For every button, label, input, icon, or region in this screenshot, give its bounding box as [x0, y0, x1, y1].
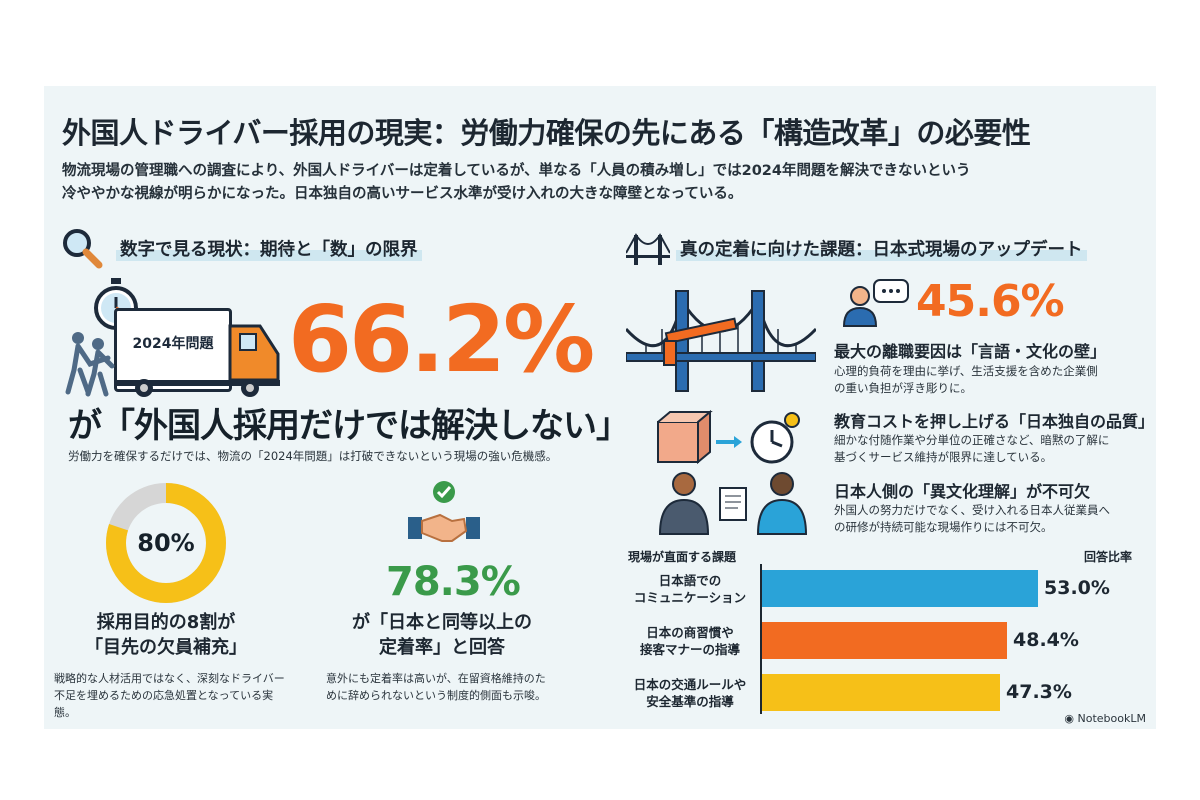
- language-wall-stat: 45.6%: [916, 276, 1065, 327]
- bridge-icon: [626, 233, 670, 265]
- main-note: 労働力を確保するだけでは、物流の「2024年問題」は打破できないという現場の強い…: [68, 449, 558, 463]
- donut-title-line-2: 「目先の欠員補充」: [85, 637, 247, 658]
- chart-axis: [760, 564, 762, 714]
- handshake-icon: [408, 481, 480, 542]
- donut-label: 80%: [137, 529, 195, 557]
- language-wall-note: 心理的負荷を理由に挙げ、生活支援を含めた企業側 の重い負担が浮き彫りに。: [834, 363, 1144, 397]
- chart-value-header: 回答比率: [1084, 550, 1133, 564]
- bar-label-line: 日本語での: [658, 573, 722, 588]
- quality-cost-note-line-1: 細かな付随作業や分単位の正確さなど、暗黙の了解に: [834, 433, 1110, 447]
- main-stat: 66.2%: [288, 286, 595, 393]
- left-section-heading: 数字で見る現状：期待と「数」の限界: [116, 236, 422, 261]
- culture-note: 外国人の努力だけでなく、受け入れる日本人従業員へ の研修が持続可能な現場作りには…: [834, 502, 1144, 536]
- bar-label: 日本の商習慣や 接客マナーの指導: [626, 624, 754, 658]
- bar-label-line: 安全基準の指導: [646, 694, 734, 709]
- donut-title-line-1: 採用目的の8割が: [96, 612, 236, 633]
- quality-cost-note: 細かな付随作業や分単位の正確さなど、暗黙の了解に 基づくサービス維持が限界に達し…: [834, 432, 1144, 466]
- donut-note: 戦略的な人材活用ではなく、深刻なドライバー 不足を埋めるための応急処置となってい…: [54, 670, 294, 721]
- culture-note-line-2: の研修が持続可能な現場作りには不可欠。: [834, 520, 1053, 534]
- quality-cost-title: 教育コストを押し上げる「日本独自の品質」: [834, 412, 1155, 431]
- retention-note: 意外にも定着率は高いが、在留資格維持のた めに辞められないという制度的側面も示唆…: [326, 670, 576, 704]
- bar: [762, 622, 1007, 659]
- main-claim: が「外国人採用だけでは解決しない」: [68, 406, 630, 446]
- brand-label: NotebookLM: [1077, 712, 1146, 725]
- language-wall-title: 最大の離職要因は「言語・文化の壁」: [834, 342, 1107, 361]
- infographic: 外国人ドライバー採用の現実：労働力確保の先にある「構造改革」の必要性 物流現場の…: [44, 86, 1156, 729]
- page-title: 外国人ドライバー採用の現実：労働力確保の先にある「構造改革」の必要性: [62, 116, 1031, 150]
- bar-label-line: 接客マナーの指導: [639, 642, 740, 657]
- truck-icon: [65, 324, 280, 397]
- donut-arc: [106, 483, 226, 603]
- retention-stat: 78.3%: [386, 559, 521, 605]
- bar: [762, 570, 1038, 607]
- retention-title: が「日本と同等以上の 定着率」と回答: [330, 610, 554, 660]
- bar-label-line: 日本の商習慣や: [646, 625, 734, 640]
- bar-value-label: 47.3%: [1006, 681, 1072, 703]
- bar-label-line: コミュニケーション: [633, 590, 747, 605]
- retention-note-line-1: 意外にも定着率は高いが、在留資格維持のた: [326, 672, 546, 685]
- people-document-icon: [658, 472, 808, 535]
- bridge-illustration: [626, 290, 816, 392]
- box-clock-icon: [657, 409, 800, 465]
- language-wall-note-line-1: 心理的負荷を理由に挙げ、生活支援を含めた企業側: [834, 364, 1098, 378]
- quality-cost-note-line-2: 基づくサービス維持が限界に達している。: [834, 450, 1053, 464]
- donut-note-line-2: 不足を埋めるための応急処置となっている実態。: [54, 689, 274, 719]
- culture-note-line-1: 外国人の努力だけでなく、受け入れる日本人従業員へ: [834, 503, 1110, 517]
- speech-person-icon: [842, 279, 909, 327]
- right-section-heading: 真の定着に向けた課題：日本式現場のアップデート: [676, 236, 1087, 261]
- retention-title-line-2: 定着率」と回答: [379, 637, 505, 658]
- subtitle-line-2: 冷ややかな視線が明らかになった。日本独自の高いサービス水準が受け入れの大きな障壁…: [62, 186, 743, 202]
- truck-label: 2024年問題: [132, 336, 214, 352]
- bar-label-line: 日本の交通ルールや: [633, 677, 747, 692]
- donut-note-line-1: 戦略的な人材活用ではなく、深刻なドライバー: [54, 672, 285, 685]
- retention-title-line-1: が「日本と同等以上の: [352, 612, 532, 633]
- donut-title: 採用目的の8割が 「目先の欠員補充」: [54, 610, 278, 660]
- bar-label: 日本語でのコミュニケーション: [626, 572, 754, 606]
- magnifier-icon: [63, 229, 103, 269]
- retention-note-line-2: めに辞められないという制度的側面も示唆。: [326, 689, 546, 702]
- brand-footer: ◉ NotebookLM: [1064, 712, 1146, 725]
- subtitle-line-1: 物流現場の管理職への調査により、外国人ドライバーは定着しているが、単なる「人員の…: [62, 163, 971, 179]
- bar-value-label: 53.0%: [1044, 577, 1110, 599]
- language-wall-note-line-2: の重い負担が浮き彫りに。: [834, 381, 972, 395]
- bar-label: 日本の交通ルールや 安全基準の指導: [626, 676, 754, 710]
- bar-value-label: 48.4%: [1013, 629, 1079, 651]
- page-subtitle: 物流現場の管理職への調査により、外国人ドライバーは定着しているが、単なる「人員の…: [62, 160, 1152, 206]
- chart-category-header: 現場が直面する課題: [628, 550, 737, 564]
- donut-chart: [106, 483, 226, 603]
- culture-title: 日本人側の「異文化理解」が不可欠: [834, 482, 1091, 501]
- notebooklm-logo-icon: ◉: [1064, 712, 1078, 725]
- bar: [762, 674, 1000, 711]
